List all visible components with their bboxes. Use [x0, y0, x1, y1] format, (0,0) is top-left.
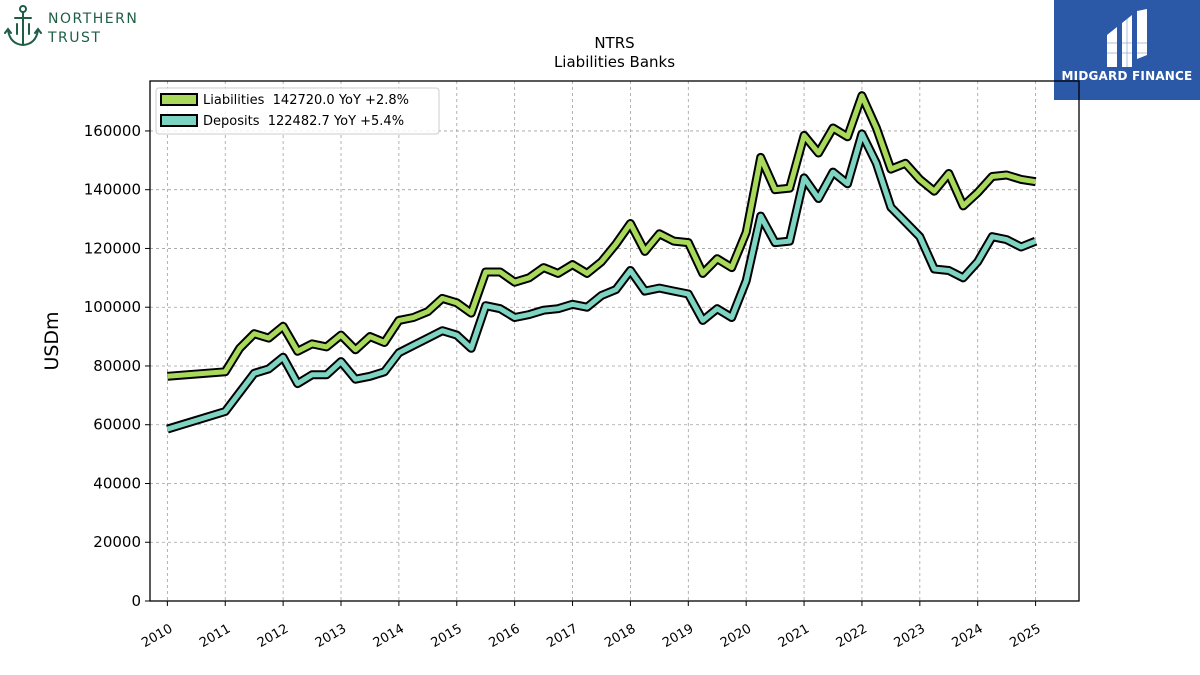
x-tick-label: 2020 — [718, 621, 754, 651]
x-tick-label: 2025 — [1007, 621, 1043, 651]
series-line-liabilities — [167, 93, 1036, 379]
northern-trust-line2: TRUST — [48, 30, 102, 46]
x-tick-label: 2018 — [602, 621, 638, 651]
legend-swatch-liabilities — [160, 93, 198, 106]
x-tick-label: 2016 — [486, 621, 522, 651]
x-tick-label: 2010 — [139, 621, 175, 651]
series-outline-liabilities — [167, 91, 1037, 381]
x-tick-label: 2013 — [313, 621, 349, 651]
legend-box — [155, 87, 440, 135]
y-tick-label: 0 — [131, 592, 141, 610]
y-tick-label: 80000 — [93, 357, 141, 375]
y-tick-label: 160000 — [84, 122, 141, 140]
x-tick-label: 2015 — [429, 621, 465, 651]
series-layer — [166, 91, 1038, 434]
chart-subtitle: Liabilities Banks — [554, 53, 675, 71]
legend: Liabilities 142720.0 YoY +2.8% Deposits … — [155, 87, 440, 135]
x-tick-label: 2024 — [950, 621, 986, 651]
y-tick-label: 120000 — [84, 239, 141, 257]
legend-label-liabilities: Liabilities 142720.0 YoY +2.8% — [203, 93, 409, 108]
y-tick-label: 40000 — [93, 474, 141, 492]
anchor-icon — [4, 5, 42, 47]
x-tick-label: 2022 — [834, 621, 870, 651]
x-tick-label: 2014 — [371, 621, 407, 651]
x-tick-label: 2021 — [776, 621, 812, 651]
legend-label-deposits: Deposits 122482.7 YoY +5.4% — [203, 114, 404, 129]
y-axis: 0 20000 40000 60000 80000 100000 120000 140000 1… — [84, 122, 150, 610]
northern-trust-line1: NORTHERN — [48, 11, 139, 27]
x-tick-label: 2011 — [197, 621, 233, 651]
midgard-mark-icon — [1103, 9, 1151, 69]
y-tick-label: 60000 — [93, 416, 141, 434]
x-tick-label: 2023 — [892, 621, 928, 651]
y-tick-label: 140000 — [84, 181, 141, 199]
midgard-finance-logo: MIDGARD FINANCE — [1054, 0, 1200, 100]
northern-trust-logo: NORTHERN TRUST — [0, 0, 160, 52]
x-axis: 2010 2011 2012 2013 2014 2015 2016 2017 2018 2019… — [139, 601, 1044, 651]
x-tick-label: 2012 — [255, 621, 291, 651]
series-line-deposits — [166, 131, 1037, 432]
midgard-finance-name: MIDGARD FINANCE — [1061, 69, 1193, 83]
legend-swatch-deposits — [160, 114, 198, 127]
y-tick-label: 20000 — [93, 533, 141, 551]
x-tick-label: 2019 — [660, 621, 696, 651]
plot-frame — [149, 80, 1080, 602]
y-axis-label: USDm — [41, 311, 63, 370]
y-tick-label: 100000 — [84, 298, 141, 316]
x-tick-label: 2017 — [544, 621, 580, 651]
chart-title: NTRS — [594, 34, 634, 52]
